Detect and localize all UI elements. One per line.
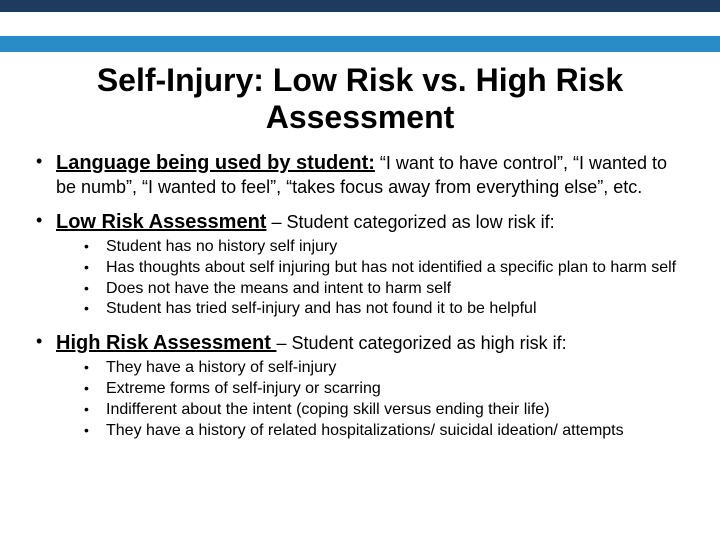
list-item: Has thoughts about self injuring but has… xyxy=(76,258,690,279)
low-risk-suffix: – Student categorized as low risk if: xyxy=(266,212,554,232)
high-risk-sublist: They have a history of self-injury Extre… xyxy=(56,358,690,441)
slide-content: Self-Injury: Low Risk vs. High Risk Asse… xyxy=(30,62,690,520)
list-item: Does not have the means and intent to ha… xyxy=(76,279,690,300)
bullet-low-risk: Low Risk Assessment – Student categorize… xyxy=(30,209,690,320)
list-item: They have a history of self-injury xyxy=(76,358,690,379)
bullet-language: Language being used by student: “I want … xyxy=(30,150,690,199)
list-item: Indifferent about the intent (coping ski… xyxy=(76,400,690,421)
list-item: Extreme forms of self-injury or scarring xyxy=(76,379,690,400)
low-risk-heading: Low Risk Assessment xyxy=(56,211,266,233)
high-risk-suffix: – Student categorized as high risk if: xyxy=(276,333,566,353)
header-blue-bar xyxy=(0,36,720,52)
header-dark-bar xyxy=(0,0,720,12)
list-item: They have a history of related hospitali… xyxy=(76,421,690,442)
high-risk-heading: High Risk Assessment xyxy=(56,332,276,354)
slide-title: Self-Injury: Low Risk vs. High Risk Asse… xyxy=(30,62,690,136)
list-item: Student has tried self-injury and has no… xyxy=(76,299,690,320)
bullet-high-risk: High Risk Assessment – Student categoriz… xyxy=(30,330,690,441)
language-heading: Language being used by student: xyxy=(56,152,375,174)
low-risk-sublist: Student has no history self injury Has t… xyxy=(56,237,690,320)
list-item: Student has no history self injury xyxy=(76,237,690,258)
main-bullet-list: Language being used by student: “I want … xyxy=(30,150,690,442)
